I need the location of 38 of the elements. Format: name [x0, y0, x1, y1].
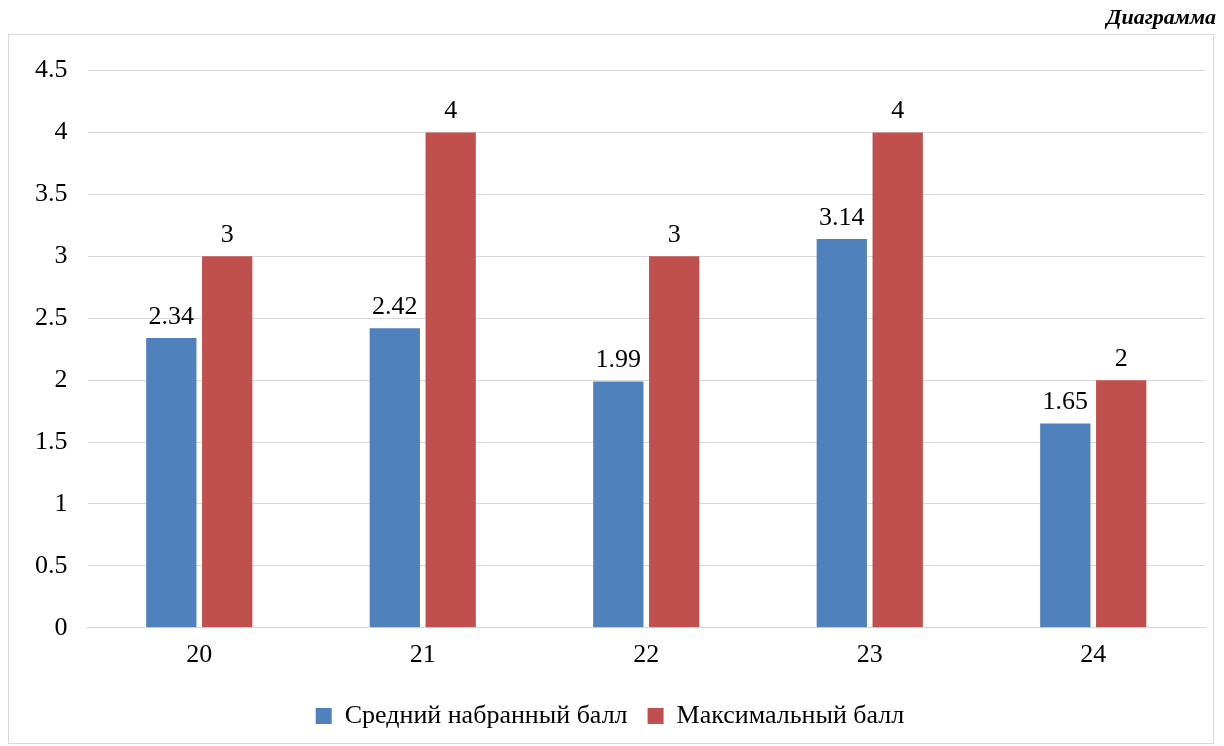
data-label: 4 [444, 95, 458, 125]
legend-label: Средний набранный балл [344, 699, 628, 729]
y-tick-label: 1.5 [35, 425, 68, 455]
x-tick-label: 22 [633, 639, 660, 669]
bar [1096, 380, 1147, 628]
y-tick-label: 0.5 [35, 549, 68, 579]
data-label: 1.65 [1042, 386, 1089, 416]
y-tick-label: 0 [54, 611, 68, 641]
data-label: 2.34 [148, 300, 195, 330]
x-tick-label: 21 [409, 639, 436, 669]
y-tick-label: 3 [54, 240, 68, 270]
bar [649, 256, 700, 628]
data-label: 2 [1114, 342, 1128, 372]
data-label: 3.14 [819, 201, 865, 231]
y-tick-label: 2 [54, 363, 68, 393]
y-tick-label: 4 [54, 116, 68, 146]
data-label: 2.42 [372, 290, 418, 320]
y-tick-label: 2.5 [35, 302, 68, 332]
x-tick-label: 23 [856, 639, 883, 669]
y-tick-label: 3.5 [35, 178, 68, 208]
x-tick-label: 24 [1080, 639, 1107, 669]
y-tick-label: 4.5 [35, 54, 68, 84]
bar [872, 132, 923, 628]
data-label: 3 [667, 219, 681, 249]
bar [369, 328, 420, 628]
bar [593, 381, 644, 628]
data-label: 3 [220, 219, 234, 249]
bar [425, 132, 476, 628]
bar [202, 256, 253, 628]
x-tick-label: 20 [186, 639, 213, 669]
bar [1040, 423, 1091, 628]
data-label: 1.99 [595, 344, 642, 374]
data-label: 4 [891, 95, 905, 125]
bar [816, 239, 867, 628]
legend-label: Максимальный балл [676, 699, 905, 729]
bar [146, 338, 197, 628]
text: Диаграмма [1106, 4, 1216, 30]
y-tick-label: 1 [54, 487, 68, 517]
